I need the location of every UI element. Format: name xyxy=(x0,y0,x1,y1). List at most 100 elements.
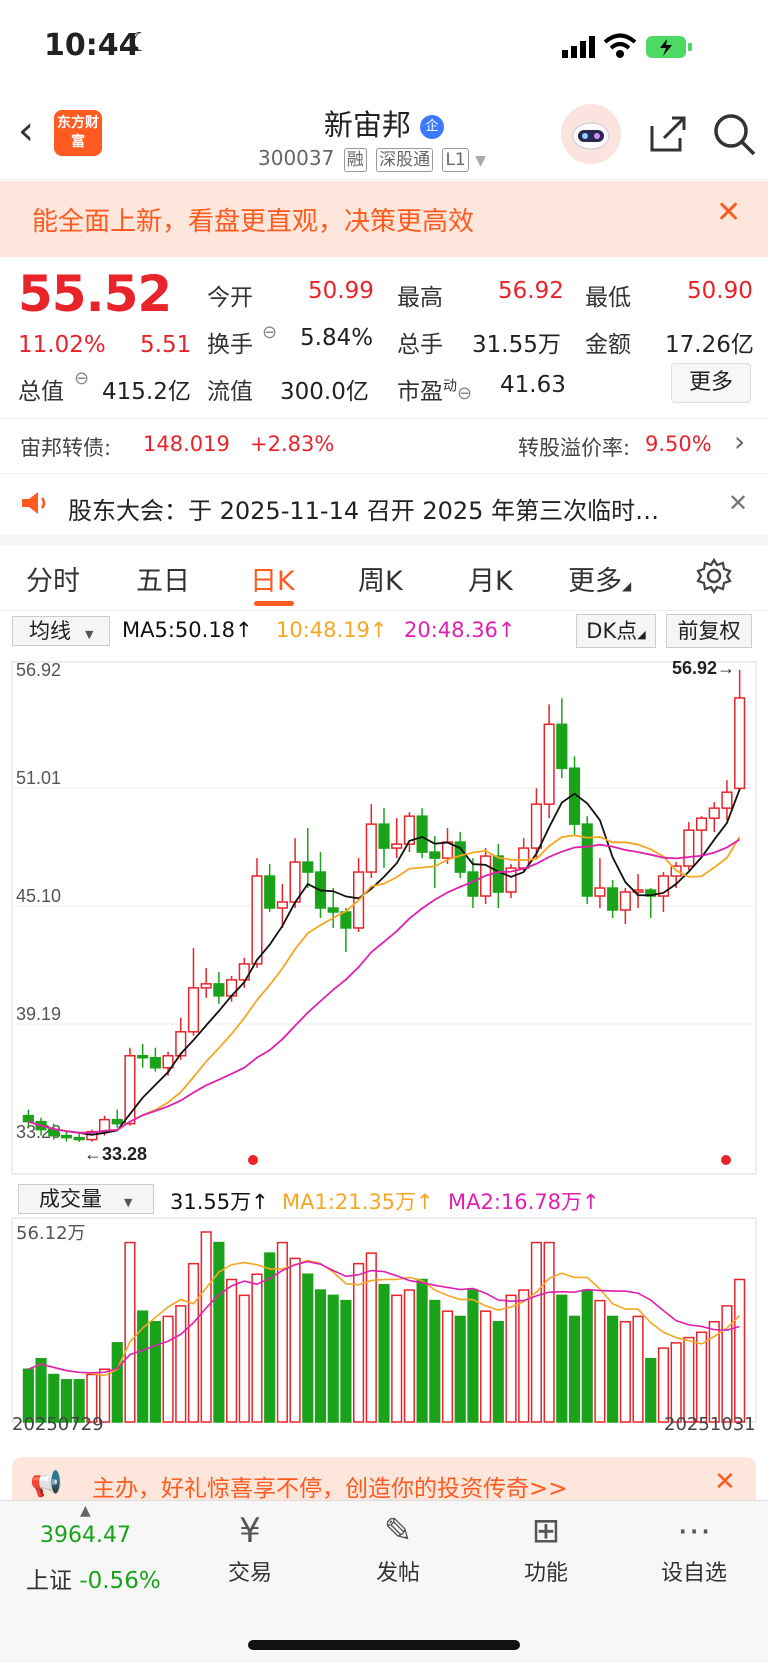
settings-icon[interactable] xyxy=(695,557,733,599)
nav-watchlist-label: 设自选 xyxy=(660,1561,727,1586)
index-chevron-up-icon: ▲ xyxy=(80,1503,91,1519)
volume-bar xyxy=(632,1315,644,1423)
tab-weekly-k[interactable]: 周K xyxy=(358,566,403,597)
bottom-nav: ▲ 3964.47 上证 -0.56% ¥ 交易 ✎ 发帖 ⊞ 功能 ⋯ 设自选 xyxy=(0,1500,768,1663)
volume-bar xyxy=(657,1347,670,1423)
cb-price: 148.019 xyxy=(143,432,230,456)
mcap-value: 415.2亿 xyxy=(102,379,191,405)
candle-body xyxy=(175,1031,187,1057)
volume-bar xyxy=(454,1315,466,1423)
volume-bar xyxy=(670,1342,682,1423)
volume-bar xyxy=(441,1310,454,1423)
nav-post-label: 发帖 xyxy=(375,1561,420,1586)
close-icon[interactable]: ✕ xyxy=(728,489,749,517)
candle-body xyxy=(48,1128,60,1137)
convertible-bond-row[interactable]: 宙邦转债: 148.019 +2.83% 转股溢价率: 9.50% › xyxy=(0,418,768,474)
cb-premium: 9.50% xyxy=(645,432,712,456)
tab-five-day[interactable]: 五日 xyxy=(136,566,190,597)
search-icon[interactable] xyxy=(712,112,756,160)
low-label: 最低 xyxy=(585,285,631,311)
change-abs: 5.51 xyxy=(140,332,192,358)
vol-select[interactable]: 成交量 ▼ xyxy=(18,1184,154,1214)
promo-text: 能全面上新，看盘更直观，决策更高效 xyxy=(32,207,475,237)
back-icon[interactable]: ‹ xyxy=(18,108,34,154)
candle-body xyxy=(378,823,390,849)
close-icon[interactable]: ✕ xyxy=(714,1467,736,1497)
volume-bar xyxy=(695,1331,708,1423)
info-icon[interactable]: ⊖ xyxy=(74,368,90,389)
status-bar: 10:44 ☾ xyxy=(0,0,768,96)
volume-bar xyxy=(568,1315,581,1423)
tab-intraday[interactable]: 分时 xyxy=(26,566,80,597)
volume-bar xyxy=(251,1273,263,1423)
dropdown-icon[interactable]: ▼ xyxy=(475,153,486,169)
ma20-line xyxy=(28,838,741,1134)
candle-body xyxy=(416,815,428,853)
volume-bar xyxy=(594,1299,606,1423)
volume-bar xyxy=(607,1315,619,1423)
adjust-button[interactable]: 前复权 xyxy=(666,614,752,648)
candle-body xyxy=(238,963,250,981)
more-button[interactable]: 更多 xyxy=(671,363,751,403)
vol-ma2-line xyxy=(28,1260,740,1374)
low-value: 50.90 xyxy=(687,278,753,304)
volume-bar xyxy=(518,1289,530,1423)
change-pct: 11.02% xyxy=(18,332,106,358)
nav-functions-label: 功能 xyxy=(523,1561,568,1586)
volume-bar xyxy=(391,1294,403,1423)
price-axis-label: 51.01 xyxy=(16,768,61,788)
nav-functions[interactable]: ⊞ 功能 xyxy=(486,1511,606,1587)
stock-header: ‹ 东方财富 新宙邦 企 300037 融 深股通 L1 ▼ xyxy=(0,96,768,180)
ma10-value: 10:48.19↑ xyxy=(276,618,388,642)
share-icon[interactable] xyxy=(648,114,688,158)
candle-body xyxy=(187,987,200,1033)
ma-select[interactable]: 均线 ▼ xyxy=(12,616,110,646)
vol-ma1-line xyxy=(28,1259,741,1377)
index-value[interactable]: 3964.47 xyxy=(40,1523,131,1548)
candle-body xyxy=(708,807,720,819)
volume-bar xyxy=(264,1252,276,1423)
candle-body xyxy=(73,1136,85,1141)
volume-bar xyxy=(213,1241,225,1423)
high-value: 56.92 xyxy=(498,278,564,304)
ma5-line xyxy=(28,788,741,1136)
close-icon[interactable]: ✕ xyxy=(716,195,742,230)
volume-bar xyxy=(149,1320,161,1423)
volume-bar xyxy=(48,1373,60,1423)
pe-label-text: 市盈 xyxy=(397,379,443,405)
tab-monthly-k[interactable]: 月K xyxy=(468,566,513,597)
tab-daily-k[interactable]: 日K xyxy=(250,566,295,597)
volume-bar xyxy=(86,1373,98,1423)
candle-body xyxy=(22,1114,34,1123)
cb-label: 宙邦转债: xyxy=(20,436,112,460)
ma5-value: MA5:50.18↑ xyxy=(122,618,253,642)
nav-watchlist[interactable]: ⋯ 设自选 xyxy=(634,1511,754,1587)
stock-name: 新宙邦 企 xyxy=(0,102,768,144)
nav-trade[interactable]: ¥ 交易 xyxy=(190,1511,310,1587)
volume-bar xyxy=(175,1305,187,1423)
candle-body xyxy=(327,907,339,913)
robot-assistant-icon[interactable] xyxy=(561,104,621,164)
volume-bar xyxy=(683,1336,695,1423)
brand-logo[interactable]: 东方财富 xyxy=(54,110,102,156)
notice-bar[interactable]: 股东大会：于 2025-11-14 召开 2025 年第三次临时… ✕ xyxy=(0,475,768,545)
info-icon[interactable]: ⊖ xyxy=(262,322,278,343)
volume-bar xyxy=(556,1294,568,1423)
promo-banner[interactable]: 能全面上新，看盘更直观，决策更高效 ✕ xyxy=(0,181,768,257)
kline-chart-area[interactable]: 均线 ▼ MA5:50.18↑ 10:48.19↑ 20:48.36↑ DK点◢ … xyxy=(0,612,768,1442)
nav-post[interactable]: ✎ 发帖 xyxy=(338,1511,458,1587)
volume-bar xyxy=(467,1289,479,1423)
volume-bar xyxy=(365,1252,377,1423)
info-icon[interactable]: ⊖ xyxy=(457,383,473,404)
moon-icon: ☾ xyxy=(128,28,152,58)
dk-point-button[interactable]: DK点◢ xyxy=(576,614,656,648)
volume-bar xyxy=(226,1278,238,1423)
chevron-right-icon[interactable]: › xyxy=(734,425,746,458)
float-label: 流值 xyxy=(207,379,253,405)
index-row[interactable]: 上证 -0.56% xyxy=(26,1561,161,1595)
candle-body xyxy=(403,815,415,845)
tab-more[interactable]: 更多◢ xyxy=(568,559,631,598)
candle-body xyxy=(264,875,276,909)
active-tab-underline xyxy=(254,601,294,606)
